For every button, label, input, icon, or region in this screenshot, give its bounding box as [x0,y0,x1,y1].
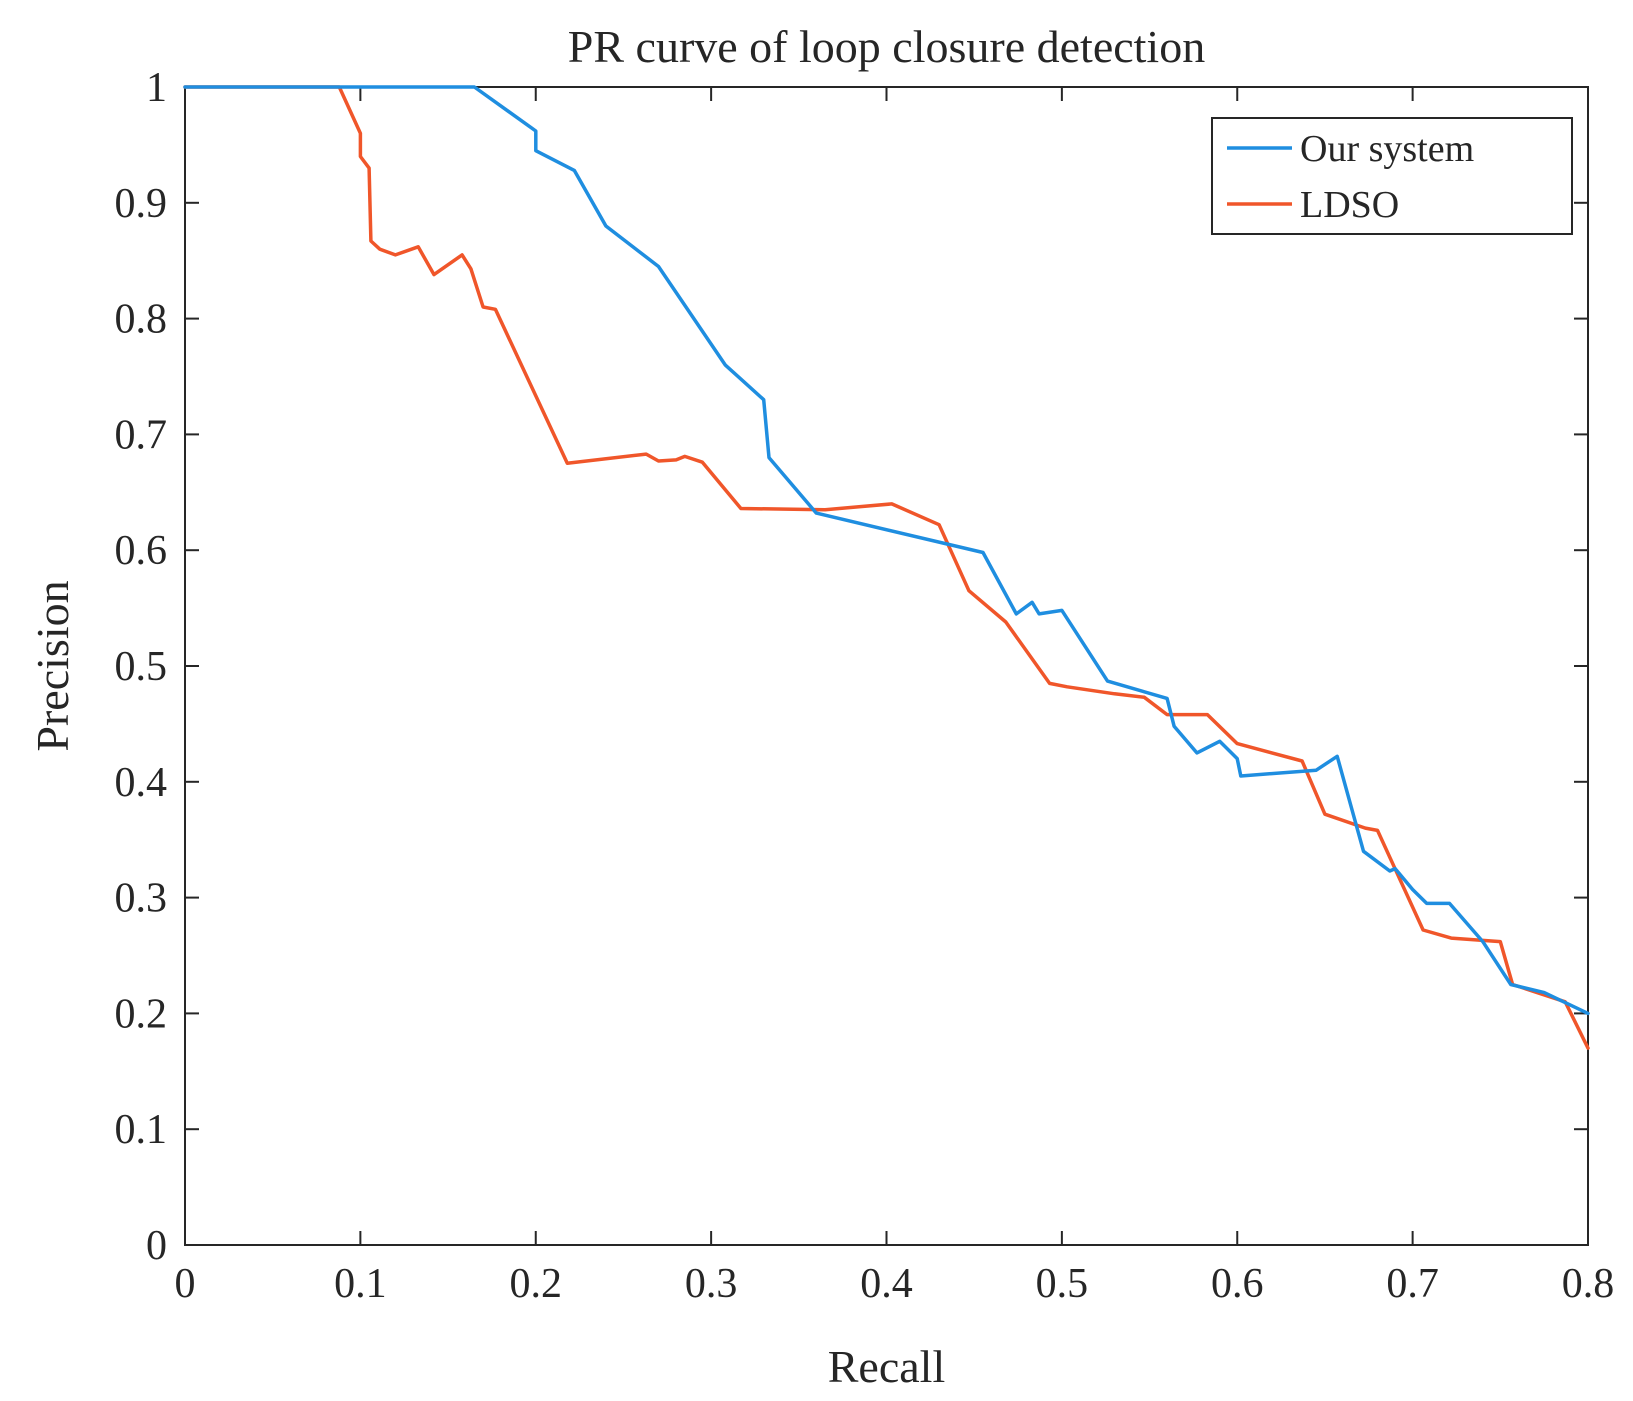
y-tick-label: 0 [146,1223,167,1269]
x-tick-label: 0.4 [860,1261,913,1307]
chart-title: PR curve of loop closure detection [568,21,1205,72]
x-tick-label: 0 [175,1261,196,1307]
x-tick-label: 0.7 [1386,1261,1439,1307]
x-tick-label: 0.5 [1036,1261,1089,1307]
x-tick-label: 0.3 [685,1261,738,1307]
y-tick-label: 0.1 [115,1107,168,1153]
y-tick-label: 0.9 [115,181,168,227]
y-tick-label: 1 [146,65,167,111]
series-line-our-system [183,85,1590,1016]
y-tick-label: 0.7 [115,412,168,458]
x-tick-label: 0.1 [334,1261,387,1307]
y-tick-label: 0.5 [115,644,168,690]
legend-label: Our system [1300,128,1474,170]
y-tick-label: 0.3 [115,876,168,922]
y-tick-label: 0.4 [115,760,168,806]
legend-label: LDSO [1300,184,1399,226]
x-tick-label: 0.2 [510,1261,563,1307]
series-layer [183,85,1590,1050]
x-tick-label: 0.6 [1211,1261,1264,1307]
y-tick-label: 0.8 [115,297,168,343]
axes: 0 0.1 0.2 0.3 0.4 0.5 0.6 0.7 0.8 0 0.1 0.2 0.3 0.4 0.… [115,65,1615,1307]
y-tick-label: 0.2 [115,991,168,1037]
legend: Our system LDSO [1211,117,1573,235]
y-axis-label: Precision [27,580,78,751]
legend-box [1211,117,1573,235]
series-line-ldso [183,85,1590,1050]
y-tick-label: 0.6 [115,528,168,574]
x-tick-label: 0.8 [1562,1261,1615,1307]
x-axis-label: Recall [828,1341,946,1392]
